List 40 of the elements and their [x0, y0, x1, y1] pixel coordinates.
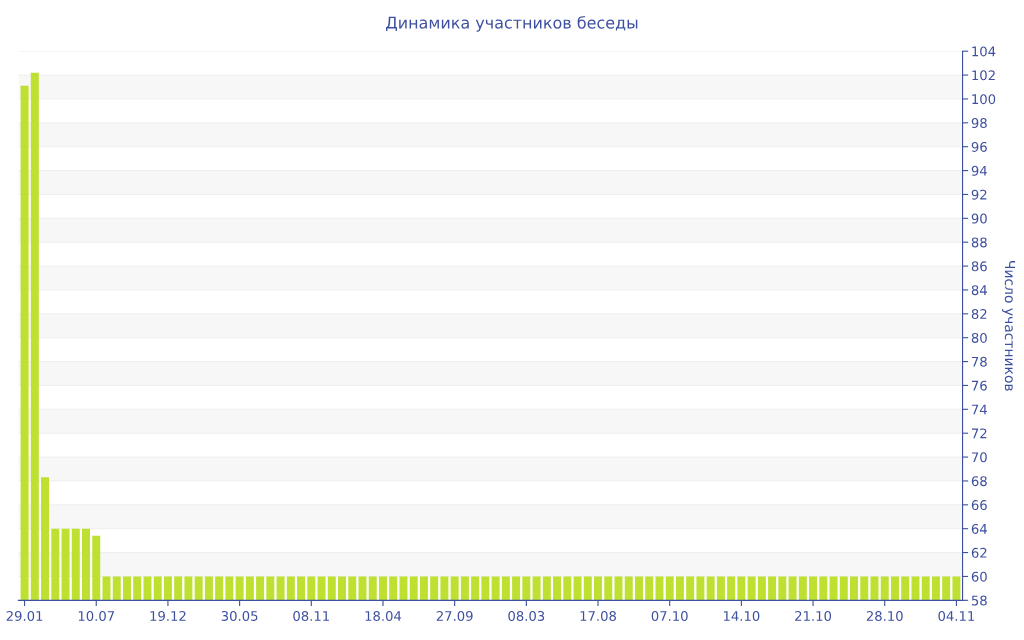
y-tick-label: 92 [971, 189, 987, 200]
x-tick-label: 18.04 [365, 610, 402, 621]
y-tick-label: 102 [972, 70, 995, 81]
x-tick-label: 21.10 [795, 610, 832, 621]
x-tick-label: 29.01 [6, 610, 43, 621]
y-tick-label: 78 [971, 356, 987, 367]
y-tick-label: 76 [971, 380, 987, 391]
chart-title: Динамика участников беседы [386, 16, 638, 32]
x-tick-label: 04.11 [938, 610, 975, 621]
y-tick-label: 82 [971, 309, 987, 320]
y-tick-label: 84 [971, 285, 987, 296]
y-tick-label: 70 [971, 452, 987, 463]
x-tick-label: 08.03 [508, 610, 545, 621]
x-tick-label: 27.09 [436, 610, 473, 621]
y-axis-title: Число участников [1002, 261, 1016, 391]
y-tick-label: 80 [971, 332, 987, 343]
x-tick-label: 19.12 [150, 610, 186, 621]
x-tick-label: 14.10 [723, 610, 760, 621]
x-tick-label: 08.11 [293, 610, 329, 621]
y-tick-label: 74 [971, 404, 987, 415]
x-tick-label: 10.07 [78, 610, 115, 621]
y-tick-label: 64 [971, 523, 987, 534]
y-tick-label: 72 [971, 428, 987, 439]
y-tick-label: 62 [971, 547, 987, 558]
x-tick-label: 17.08 [580, 610, 616, 621]
x-tick-label: 07.10 [651, 610, 688, 621]
x-tick-label: 30.05 [221, 610, 258, 621]
y-tick-label: 100 [972, 94, 996, 105]
x-tick-label: 28.10 [866, 610, 903, 621]
y-tick-label: 88 [971, 237, 987, 248]
y-tick-label: 104 [972, 46, 996, 57]
y-tick-label: 68 [971, 476, 987, 487]
y-tick-label: 94 [971, 165, 987, 176]
y-tick-label: 66 [971, 500, 987, 511]
y-tick-label: 60 [971, 571, 987, 582]
y-tick-label: 90 [971, 213, 987, 224]
y-tick-label: 58 [971, 595, 987, 606]
y-tick-label: 98 [971, 118, 987, 129]
y-tick-label: 96 [971, 141, 987, 152]
y-tick-label: 86 [971, 261, 987, 272]
